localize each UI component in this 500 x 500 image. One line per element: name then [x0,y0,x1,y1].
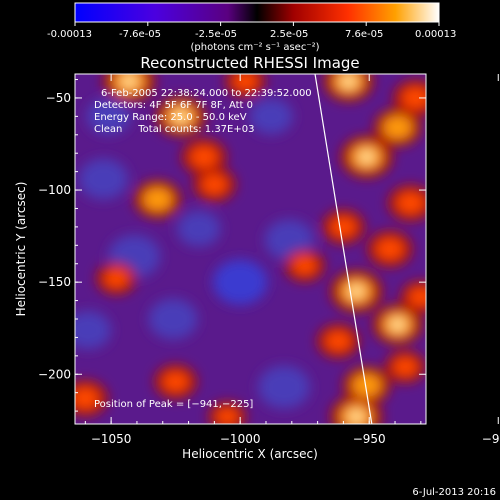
cold-region [249,98,293,135]
hot-region-core [216,407,239,424]
cold-region [86,98,131,135]
heatmap-intensity-layer [75,74,500,424]
hot-region-core [376,238,404,260]
cold-region [475,310,500,358]
x-axis-label: Heliocentric X (arcsec) [182,447,318,461]
hot-region-peak [349,410,364,423]
render-timestamp: 6-Jul-2013 20:16 [412,487,496,498]
colorbar-gradient [74,2,440,23]
cold-region [434,379,480,417]
hot-region-core [162,371,189,392]
time-range-annotation: 6-Feb-2005 22:38:24.000 to 22:39:52.000 [101,88,312,99]
x-tick-label: −900 [482,432,500,446]
hot-region-core [233,74,258,91]
colorbar-units: (photons cm⁻² s⁻¹ asec⁻²) [190,42,319,53]
cold-region [212,259,268,305]
hot-region-core [408,287,426,307]
cold-region [470,166,500,204]
cold-region [466,328,500,373]
hot-region-core [393,357,418,377]
hot-region-core [396,192,425,214]
y-tick-label: −50 [46,91,71,105]
hot-region-core [292,256,317,276]
hot-region-core [190,145,218,168]
image-annotations: 6-Feb-2005 22:38:24.000 to 22:39:52.000 … [94,88,312,410]
y-tick-label: −150 [38,275,71,289]
colorbar-tick-label: 2.5e-05 [270,29,308,40]
hot-region-peak [390,318,405,331]
y-tick-label: −200 [38,367,71,381]
chart-title: Reconstructed RHESSI Image [140,54,359,72]
x-tick-label: −1000 [220,432,261,446]
plot-frame [74,73,427,425]
colorbar-tick-label: 0.00013 [415,29,456,40]
hot-region-peak [341,75,356,88]
hot-region-core [104,268,129,288]
clean-counts-annotation: Clean Total counts: 1.37E+03 [94,124,254,135]
hot-region-core [325,330,352,352]
hot-region-core [352,373,382,397]
colorbar-tick-label: -7.6e-05 [119,29,161,40]
colorbar-tick-label: -0.00013 [47,29,92,40]
hot-region-core [75,387,99,410]
axis-ticks: −1050 −1000 −950 −900 −50 −100 −150 −200 [38,74,500,446]
hot-region-core [201,174,228,195]
hot-region-peak [359,150,374,163]
x-tick-label: −1050 [91,432,132,446]
energy-range-annotation: Energy Range: 25.0 - 50.0 keV [94,112,247,123]
cold-region [75,311,111,350]
hot-region-peak [122,75,137,88]
colorbar-tick-label: -2.5e-05 [195,29,237,40]
limb-line [314,74,373,424]
x-tick-label: −950 [353,432,386,446]
colorbar: -0.00013 -7.6e-05 -2.5e-05 2.5e-05 7.6e-… [47,2,456,53]
hot-region-core [143,187,172,211]
cold-region [78,158,128,200]
colorbar-tick-label: 7.6e-05 [345,29,383,40]
cold-region [148,298,198,340]
heatmap-plot [75,74,500,424]
y-tick-label: −100 [38,183,71,197]
hot-region-core [330,216,357,238]
hot-region-core [402,87,426,109]
hot-region-core [383,115,413,140]
cold-region [258,365,310,409]
y-axis-label: Heliocentric Y (arcsec) [14,182,28,317]
cold-region [177,210,221,247]
colorbar-ticks [74,22,440,26]
hot-region-peak [349,285,364,298]
hot-region-peak [173,110,188,123]
detectors-annotation: Detectors: 4F 5F 6F 7F 8F, Att 0 [94,100,253,111]
peak-position-label: Position of Peak = [−941,−225] [94,399,253,410]
